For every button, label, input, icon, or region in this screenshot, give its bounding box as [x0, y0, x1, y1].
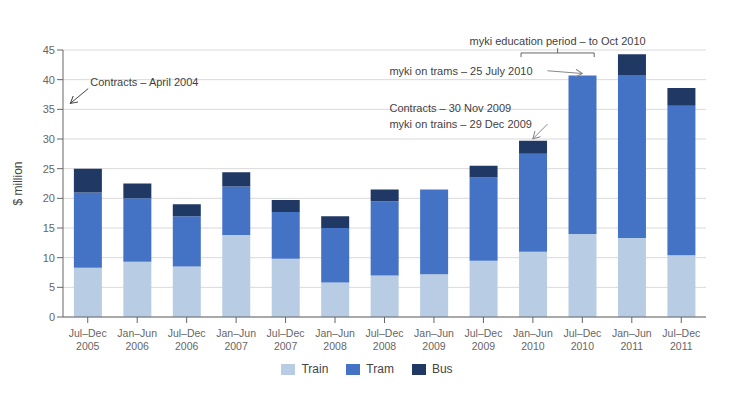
svg-text:5: 5 — [49, 281, 55, 293]
svg-text:Jan–Jun2011: Jan–Jun2011 — [612, 327, 652, 352]
svg-text:Jan–Jun2008: Jan–Jun2008 — [315, 327, 355, 352]
svg-text:45: 45 — [43, 44, 55, 56]
svg-text:Jul–Dec2011: Jul–Dec2011 — [662, 327, 700, 352]
svg-text:myki on trains – 29 Dec 2009: myki on trains – 29 Dec 2009 — [389, 118, 531, 130]
svg-text:myki on trams – 25 July 2010: myki on trams – 25 July 2010 — [389, 65, 532, 77]
svg-text:Jan–Jun2007: Jan–Jun2007 — [216, 327, 256, 352]
svg-text:Contracts – April 2004: Contracts – April 2004 — [90, 76, 198, 88]
svg-text:35: 35 — [43, 103, 55, 115]
svg-text:25: 25 — [43, 163, 55, 175]
svg-text:Jul–Dec2006: Jul–Dec2006 — [168, 327, 206, 352]
svg-text:40: 40 — [43, 74, 55, 86]
html-text:Bus: Bus — [431, 362, 453, 376]
svg-text:Jan–Jun2009: Jan–Jun2009 — [414, 327, 454, 352]
svg-text:$ million: $ million — [11, 161, 25, 205]
svg-text:30: 30 — [43, 133, 55, 145]
svg-text:Jul–Dec2008: Jul–Dec2008 — [366, 327, 404, 352]
svg-text:20: 20 — [43, 192, 55, 204]
svg-text:Contracts – 30 Nov 2009: Contracts – 30 Nov 2009 — [389, 102, 511, 114]
svg-text:Jan–Jun2006: Jan–Jun2006 — [117, 327, 157, 352]
svg-text:Jul–Dec2010: Jul–Dec2010 — [563, 327, 601, 352]
svg-text:myki education period – to Oct: myki education period – to Oct 2010 — [470, 35, 646, 47]
svg-text:Jul–Dec2009: Jul–Dec2009 — [464, 327, 502, 352]
svg-text:Jan–Jun2010: Jan–Jun2010 — [513, 327, 553, 352]
svg-text:0: 0 — [49, 311, 55, 323]
html-text:Tram: Tram — [366, 362, 394, 376]
html-text:Train: Train — [301, 362, 329, 376]
svg-text:Jul–Dec2005: Jul–Dec2005 — [69, 327, 107, 352]
svg-text:10: 10 — [43, 252, 55, 264]
svg-text:15: 15 — [43, 222, 55, 234]
svg-text:Jul–Dec2007: Jul–Dec2007 — [267, 327, 305, 352]
